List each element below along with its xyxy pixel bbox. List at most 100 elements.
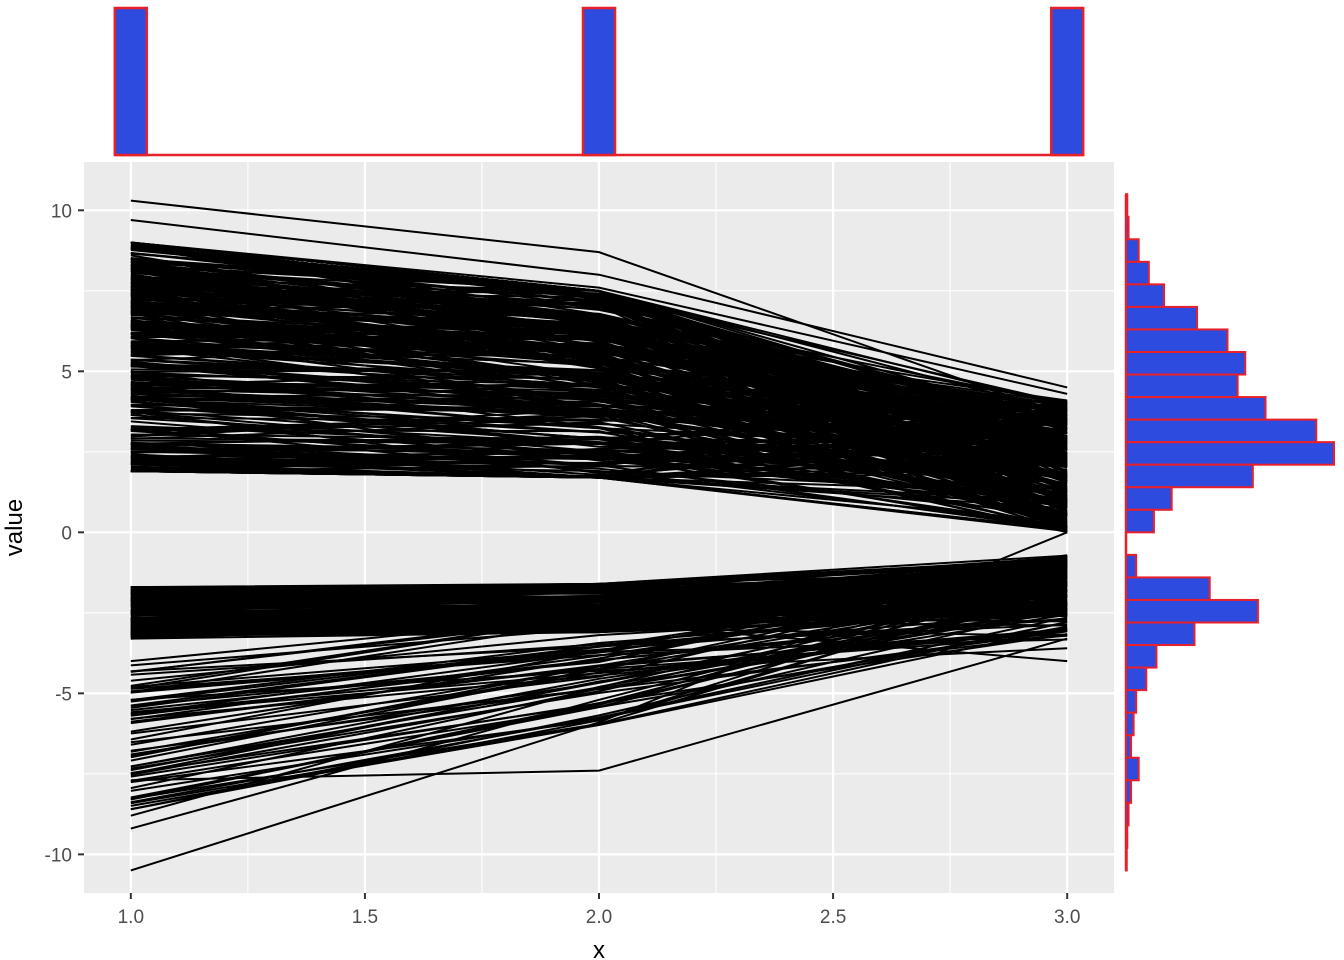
right-hist-bar	[1125, 734, 1133, 759]
right-hist-bar	[1125, 463, 1254, 489]
data-line	[130, 579, 1068, 830]
right-hist-bar	[1125, 486, 1173, 511]
x-tick-label: 2.5	[820, 907, 846, 928]
data-line	[130, 413, 1068, 457]
data-line	[130, 199, 1068, 418]
data-line	[130, 611, 1068, 688]
y-axis-title: value	[1, 499, 28, 556]
y-tick-label: 5	[61, 362, 72, 383]
top-marginal-histogram	[113, 6, 1085, 157]
data-line	[130, 625, 1068, 799]
right-hist-bar	[1125, 396, 1267, 421]
data-line	[130, 531, 1068, 872]
data-line	[130, 462, 1068, 527]
right-hist-bar	[1125, 328, 1229, 353]
data-line	[130, 268, 1068, 517]
right-hist-bar	[1125, 238, 1140, 263]
right-hist-bar	[1125, 373, 1239, 399]
y-tick-label: -10	[45, 845, 72, 866]
data-line	[130, 269, 1068, 455]
y-tick-label: 0	[61, 523, 72, 544]
data-line	[130, 564, 1068, 707]
right-hist-bar	[1125, 779, 1133, 804]
data-line	[130, 442, 1068, 475]
right-hist-bar	[1125, 350, 1247, 376]
data-line	[130, 420, 1068, 464]
data-line	[130, 442, 1068, 496]
axes: 1.0 1.5 2.0 2.5 3.0 -10 -5 0 5 10	[45, 201, 1081, 928]
data-line	[130, 343, 1068, 407]
y-tick-label: 10	[51, 201, 72, 222]
data-line	[130, 617, 1068, 712]
data-line	[130, 605, 1068, 702]
right-hist-bar	[1125, 621, 1196, 647]
data-line	[130, 628, 1068, 746]
data-line	[130, 559, 1068, 608]
data-line	[130, 582, 1068, 596]
data-line	[130, 241, 1068, 395]
right-hist-bar	[1125, 508, 1155, 534]
x-tick-label: 2.0	[586, 907, 612, 928]
data-line	[130, 271, 1068, 457]
data-line	[130, 627, 1068, 720]
right-hist-bar	[1125, 756, 1140, 782]
data-line	[130, 619, 1068, 694]
data-line	[130, 403, 1068, 420]
y-tick-label: -5	[55, 684, 72, 705]
data-line	[130, 609, 1068, 790]
x-tick-label: 3.0	[1054, 907, 1080, 928]
right-hist-bar	[1125, 598, 1259, 624]
data-lines	[130, 199, 1068, 872]
right-hist-bar	[1125, 215, 1130, 241]
data-line	[130, 562, 1068, 673]
data-line	[130, 289, 1068, 421]
right-hist-bar	[1125, 305, 1199, 331]
data-line	[130, 602, 1068, 817]
data-line	[130, 322, 1068, 482]
data-line	[130, 412, 1068, 479]
data-line	[130, 560, 1068, 623]
right-hist-bar	[1125, 553, 1138, 579]
right-hist-bar	[1125, 441, 1335, 466]
data-line	[130, 381, 1068, 475]
right-hist-bar	[1125, 260, 1150, 286]
data-line	[130, 331, 1068, 513]
right-hist-bar	[1125, 801, 1130, 827]
data-line	[130, 590, 1068, 714]
right-hist-bar	[1125, 666, 1148, 692]
right-hist-bar	[1125, 283, 1166, 308]
data-line	[130, 352, 1068, 499]
data-line	[130, 407, 1068, 466]
data-line	[130, 398, 1068, 463]
data-line	[130, 288, 1068, 428]
x-tick-label: 1.5	[352, 907, 378, 928]
data-line	[130, 630, 1068, 770]
right-hist-bar	[1125, 711, 1135, 737]
data-line	[130, 252, 1068, 504]
data-line	[130, 621, 1068, 663]
right-hist-bar	[1125, 846, 1128, 872]
data-line	[130, 584, 1068, 673]
right-marginal-histogram	[1124, 193, 1335, 872]
data-line	[130, 218, 1068, 389]
data-line	[130, 637, 1068, 782]
right-hist-bar	[1125, 689, 1138, 714]
right-hist-bar	[1125, 576, 1211, 601]
data-line	[130, 388, 1068, 506]
top-hist-bar	[113, 6, 149, 157]
data-line	[130, 341, 1068, 425]
data-line	[130, 332, 1068, 422]
data-line	[130, 365, 1068, 452]
x-tick-label: 1.0	[118, 907, 144, 928]
data-line	[130, 320, 1068, 427]
right-hist-bar	[1125, 824, 1129, 849]
x-axis-title: x	[593, 937, 605, 960]
right-hist-bar	[1125, 418, 1318, 444]
data-line	[130, 647, 1068, 701]
right-hist-bar	[1125, 193, 1129, 218]
right-hist-bar	[1125, 644, 1158, 669]
data-line	[130, 593, 1068, 693]
top-hist-bar	[581, 6, 617, 157]
top-hist-bar	[1049, 6, 1085, 157]
